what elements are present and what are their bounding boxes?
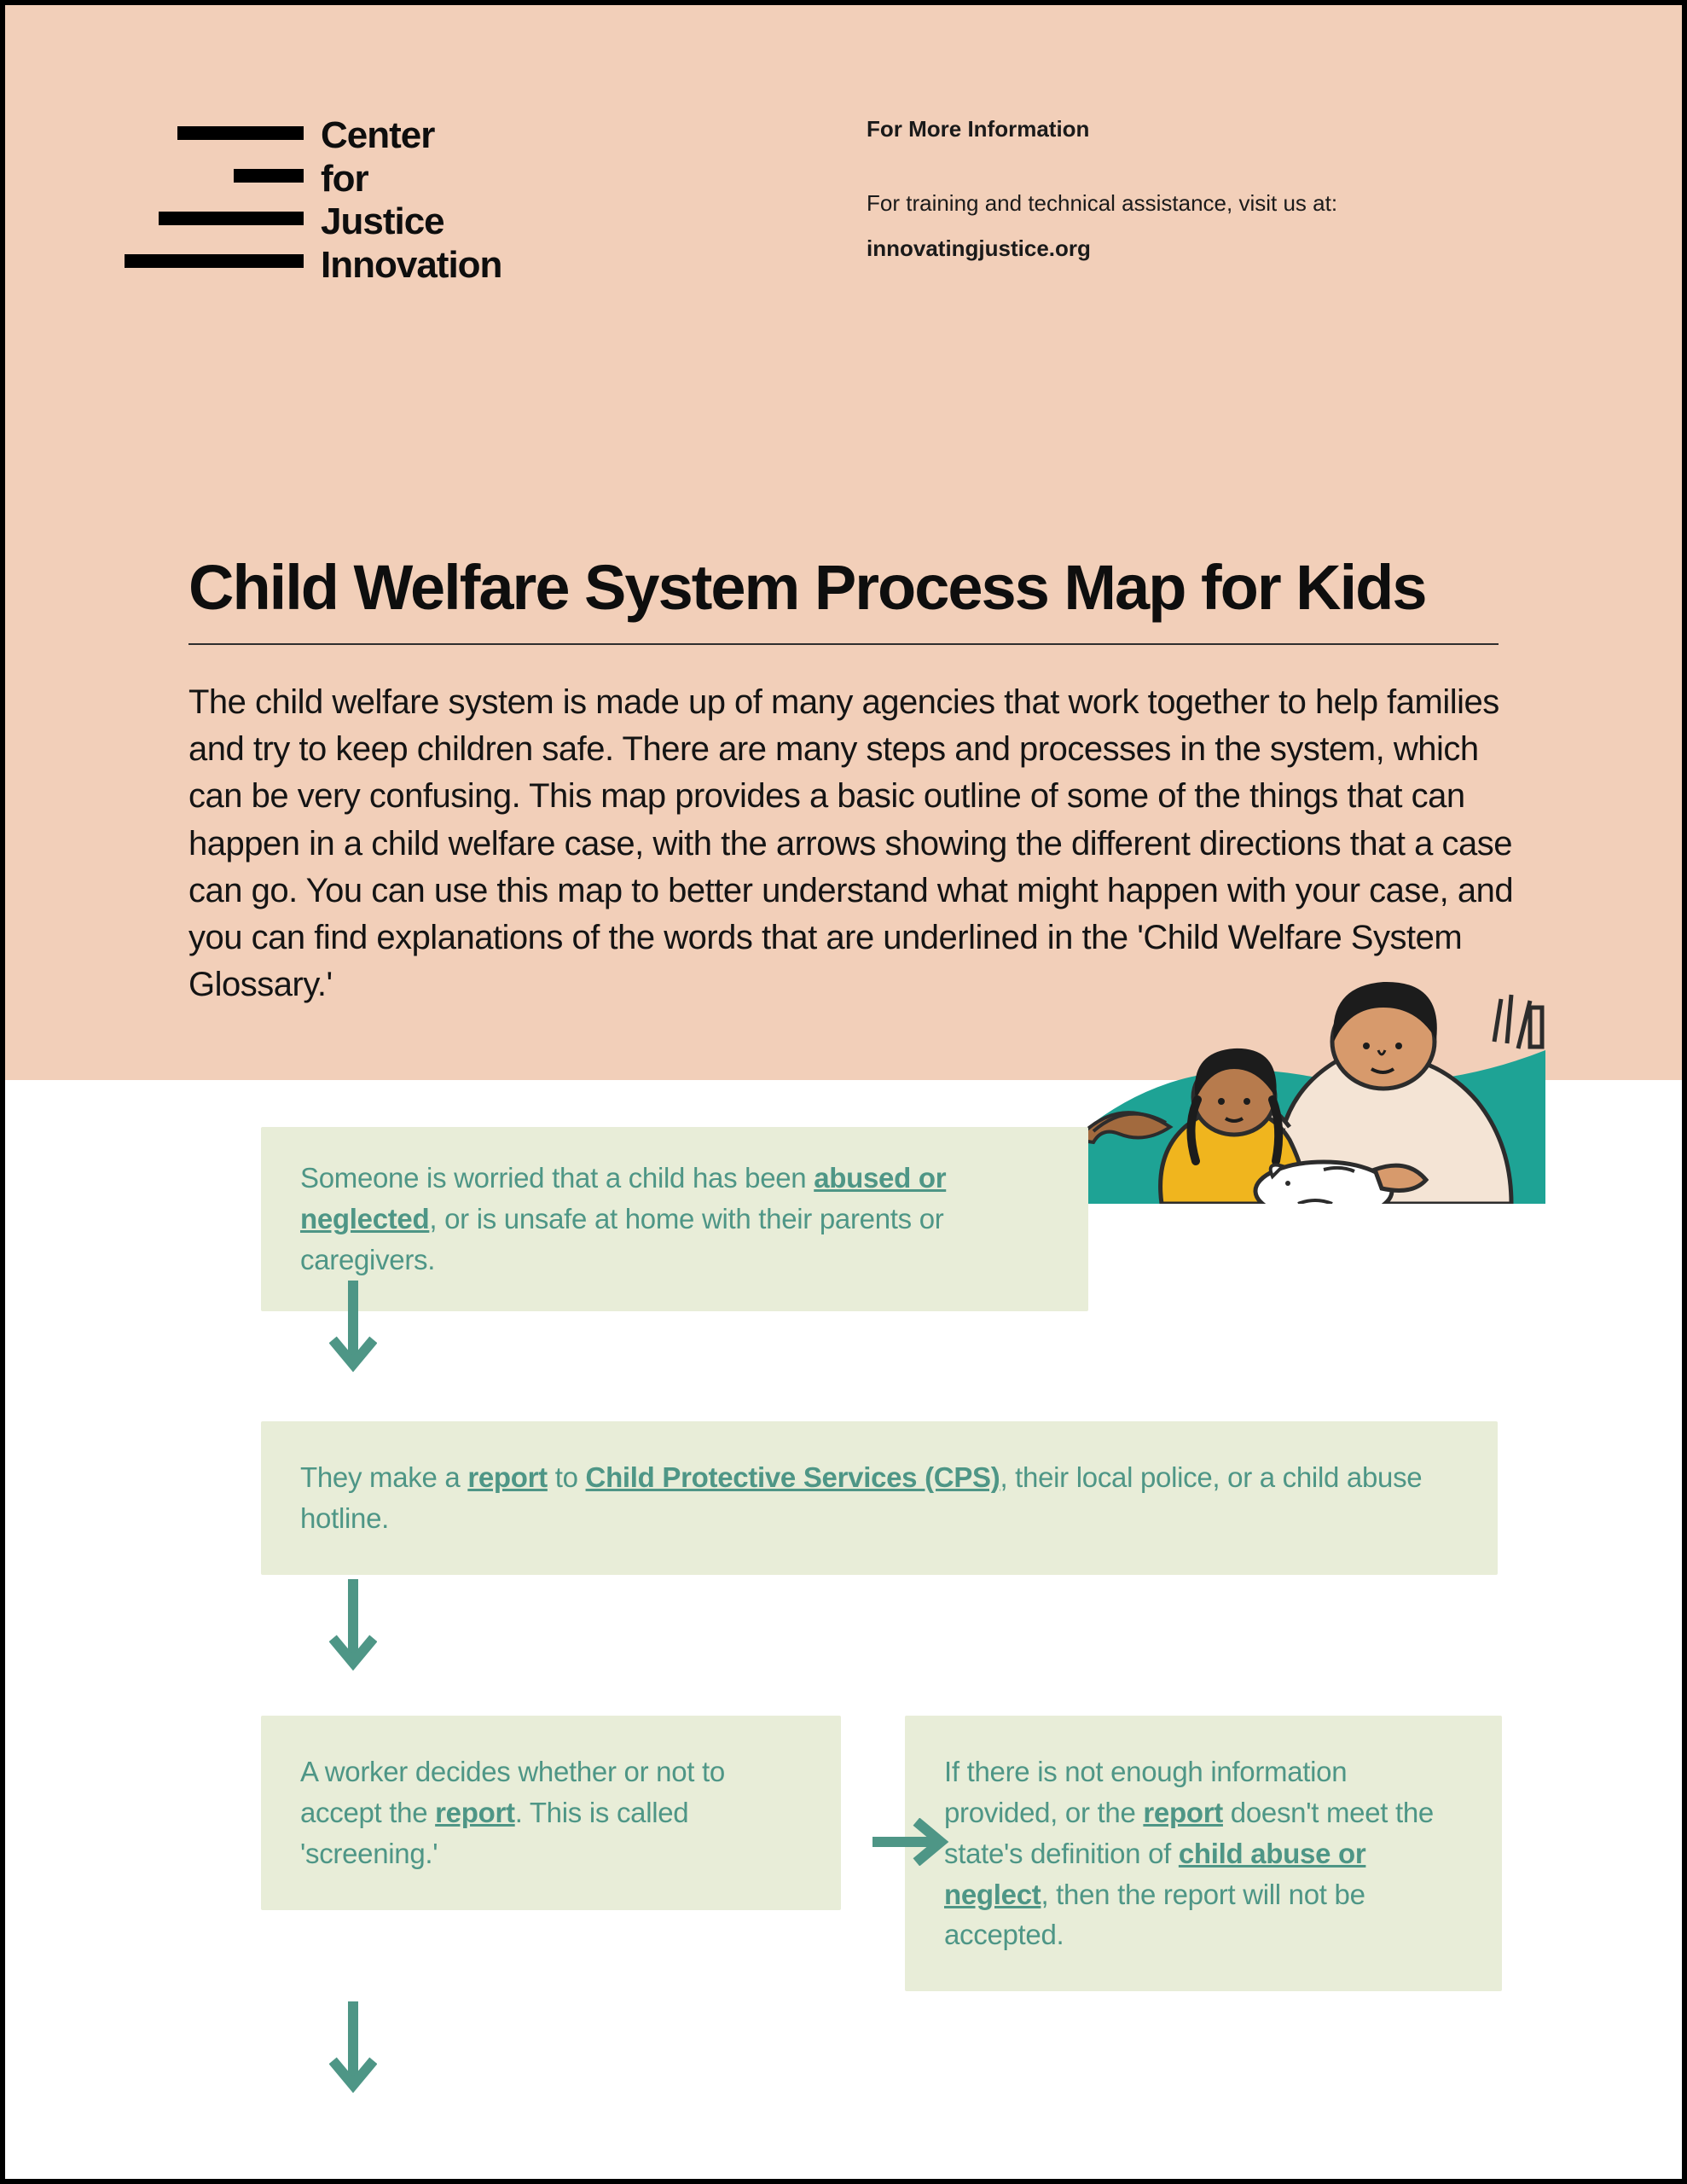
logo-line: Justice xyxy=(321,200,501,244)
arrow-down-icon xyxy=(329,1579,377,1673)
more-info-link[interactable]: innovatingjustice.org xyxy=(867,235,1566,262)
more-info-block: For More Information For training and te… xyxy=(867,116,1566,262)
logo-bar xyxy=(159,212,304,225)
illustration xyxy=(1068,948,1545,1204)
flow-step-2: They make a report to Child Protective S… xyxy=(261,1421,1498,1575)
logo-bar xyxy=(234,169,304,183)
text: Someone is worried that a child has been xyxy=(300,1162,814,1194)
more-info-line: For training and technical assistance, v… xyxy=(867,190,1566,217)
logo-line: Innovation xyxy=(321,244,501,288)
text: They make a xyxy=(300,1461,467,1493)
page: Center for Justice Innovation For More I… xyxy=(0,0,1687,2184)
arrow-down-icon xyxy=(329,2001,377,2095)
glossary-term[interactable]: report xyxy=(1143,1797,1223,1828)
arrow-down-icon xyxy=(329,1281,377,1374)
page-title: Child Welfare System Process Map for Kid… xyxy=(188,551,1499,624)
flow-step-3-left: A worker decides whether or not to accep… xyxy=(261,1716,841,1910)
logo-text: Center for Justice Innovation xyxy=(321,114,501,287)
logo-bar xyxy=(177,126,304,140)
logo-line: Center xyxy=(321,114,501,158)
flow-step-3-right: If there is not enough information provi… xyxy=(905,1716,1502,1991)
glossary-term[interactable]: report xyxy=(435,1797,515,1828)
logo-bar xyxy=(125,254,304,268)
flow-step-1: Someone is worried that a child has been… xyxy=(261,1127,1088,1311)
glossary-term[interactable]: report xyxy=(467,1461,548,1493)
more-info-title: For More Information xyxy=(867,116,1566,142)
glossary-term[interactable]: Child Protective Services (CPS) xyxy=(586,1461,1000,1493)
logo-line: for xyxy=(321,158,501,201)
arrow-right-icon xyxy=(872,1818,949,1866)
text: to xyxy=(548,1461,586,1493)
title-rule xyxy=(188,643,1499,645)
